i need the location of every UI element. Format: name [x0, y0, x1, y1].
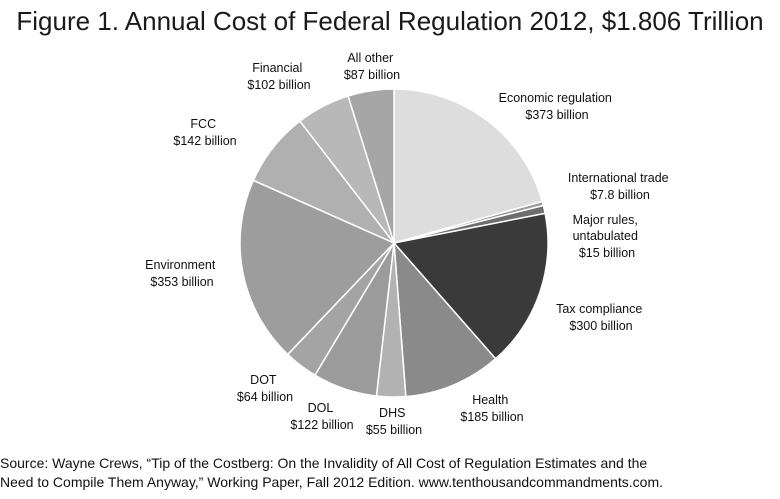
slice-label-economic-regulation: Economic regulation $373 billion — [499, 91, 616, 122]
slice-label-major-rules: Major rules, untabulated $15 billion — [573, 213, 642, 260]
chart-title: Figure 1. Annual Cost of Federal Regulat… — [16, 6, 764, 36]
slice-label-environment: Environment $353 billion — [145, 258, 219, 289]
pie-slice-health — [393, 242, 497, 398]
pie-slice-environment — [239, 179, 395, 356]
slice-label-health: Health $185 billion — [460, 393, 523, 424]
slice-label-financial: Financial $102 billion — [247, 61, 310, 92]
pie-slice-economic-regulation — [393, 88, 544, 244]
slice-label-dot: DOT $64 billion — [237, 373, 293, 404]
slice-label-international-trade: International trade $7.8 billion — [568, 171, 672, 202]
pie-slices — [239, 88, 549, 398]
slice-label-fcc: FCC $142 billion — [173, 117, 236, 148]
slice-labels: Economic regulation $373 billion Interna… — [145, 51, 672, 437]
slice-label-dol: DOL $122 billion — [290, 401, 353, 432]
pie-chart: Economic regulation $373 billion Interna… — [145, 51, 672, 437]
slice-label-tax-compliance: Tax compliance $300 billion — [556, 302, 646, 333]
source-line-1: Source: Wayne Crews, “Tip of the Costber… — [0, 455, 648, 471]
pie-slice-tax-compliance — [393, 212, 549, 360]
slice-label-all-other: All other $87 billion — [344, 51, 400, 82]
slice-label-dhs: DHS $55 billion — [366, 406, 422, 437]
source-note: Source: Wayne Crews, “Tip of the Costber… — [0, 454, 780, 492]
pie-slice-all-other — [347, 88, 395, 244]
source-line-2: Need to Compile Them Anyway,” Working Pa… — [0, 474, 663, 490]
